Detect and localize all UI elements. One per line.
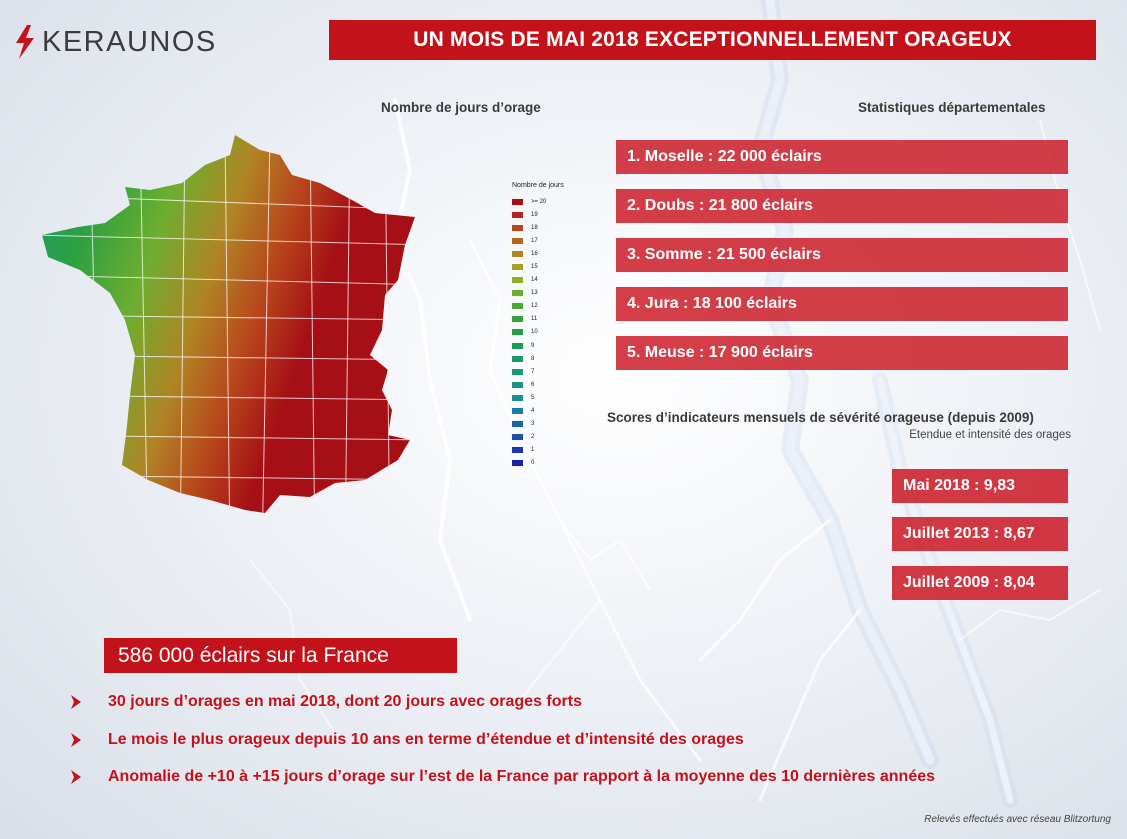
legend-item: 9 <box>512 339 572 352</box>
footer-credit: Relevés effectués avec réseau Blitzortun… <box>924 814 1111 825</box>
scores-subheading: Etendue et intensité des orages <box>909 429 1071 441</box>
legend-item: 15 <box>512 260 572 273</box>
department-stat-1: 1. Moselle : 22 000 éclairs <box>616 140 1068 174</box>
legend-item: 18 <box>512 221 572 234</box>
legend-swatch <box>512 264 523 271</box>
legend-label: 17 <box>531 237 538 244</box>
legend-swatch <box>512 224 523 231</box>
legend-item: 10 <box>512 326 572 339</box>
legend-item: 0 <box>512 457 572 470</box>
legend-label: 16 <box>531 250 538 257</box>
legend-item: 16 <box>512 247 572 260</box>
legend-item: 2 <box>512 431 572 444</box>
legend-swatch <box>512 290 523 297</box>
legend-label: 14 <box>531 277 538 284</box>
legend-label: 8 <box>531 355 535 362</box>
departments-heading: Statistiques départementales <box>858 100 1046 115</box>
bullet-text-1: 30 jours d’orages en mai 2018, dont 20 j… <box>108 693 582 710</box>
logo-text: KERAUNOS <box>42 25 217 58</box>
legend-item: 1 <box>512 444 572 457</box>
legend-swatch <box>512 211 523 218</box>
legend-label: 4 <box>531 408 535 415</box>
legend-item: 4 <box>512 405 572 418</box>
legend-swatch <box>512 394 523 401</box>
legend-label: 6 <box>531 381 535 388</box>
legend-label: 13 <box>531 290 538 297</box>
map-heading: Nombre de jours d’orage <box>381 100 541 115</box>
legend-swatch <box>512 421 523 428</box>
legend-label: 15 <box>531 264 538 271</box>
arrow-bullet-icon <box>71 770 81 784</box>
legend-item: 17 <box>512 234 572 247</box>
legend-swatch <box>512 408 523 415</box>
score-mai-2018: Mai 2018 : 9,83 <box>892 469 1068 503</box>
department-stat-3: 3. Somme : 21 500 éclairs <box>616 238 1068 272</box>
bullet-item-1: 30 jours d’orages en mai 2018, dont 20 j… <box>68 693 582 711</box>
legend-swatch <box>512 250 523 257</box>
score-juillet-2013: Juillet 2013 : 8,67 <box>892 517 1068 551</box>
legend-item: 11 <box>512 313 572 326</box>
map-legend: Nombre de jours >= 20 19 18 17 16 15 14 13 12 11 1… <box>512 182 572 470</box>
legend-item: 8 <box>512 352 572 365</box>
legend-item: 14 <box>512 274 572 287</box>
arrow-bullet-icon <box>71 695 81 709</box>
lightning-bolt-icon <box>16 25 34 59</box>
legend-label: 0 <box>531 460 535 467</box>
bullet-text-3: Anomalie de +10 à +15 jours d’orage sur … <box>108 768 936 785</box>
legend-item: 12 <box>512 300 572 313</box>
total-lightning-banner: 586 000 éclairs sur la France <box>104 638 457 673</box>
legend-item: 6 <box>512 378 572 391</box>
legend-label: 12 <box>531 303 538 310</box>
legend-swatch <box>512 198 523 205</box>
legend-label: 9 <box>531 342 535 349</box>
legend-label: 18 <box>531 224 538 231</box>
legend-item: 13 <box>512 287 572 300</box>
department-stat-4: 4. Jura : 18 100 éclairs <box>616 287 1068 321</box>
legend-title: Nombre de jours <box>512 182 564 189</box>
legend-swatch <box>512 342 523 349</box>
legend-swatch <box>512 237 523 244</box>
scores-heading: Scores d’indicateurs mensuels de sévérit… <box>607 410 1034 425</box>
legend-swatch <box>512 355 523 362</box>
legend-swatch <box>512 447 523 454</box>
legend-label: 7 <box>531 368 535 375</box>
department-stat-5: 5. Meuse : 17 900 éclairs <box>616 336 1068 370</box>
page-title: UN MOIS DE MAI 2018 EXCEPTIONNELLEMENT O… <box>329 20 1096 60</box>
legend-item: 3 <box>512 418 572 431</box>
keraunos-logo: KERAUNOS <box>14 22 217 62</box>
legend-label: 2 <box>531 434 535 441</box>
france-thunderstorm-map <box>42 135 415 513</box>
bullet-item-2: Le mois le plus orageux depuis 10 ans en… <box>68 731 744 749</box>
legend-swatch <box>512 316 523 323</box>
bullet-item-3: Anomalie de +10 à +15 jours d’orage sur … <box>68 768 935 786</box>
legend-item: >= 20 <box>512 195 572 208</box>
bullet-text-2: Le mois le plus orageux depuis 10 ans en… <box>108 731 744 748</box>
legend-item: 19 <box>512 208 572 221</box>
legend-swatch <box>512 303 523 310</box>
legend-swatch <box>512 434 523 441</box>
score-juillet-2009: Juillet 2009 : 8,04 <box>892 566 1068 600</box>
legend-label: 11 <box>531 316 538 323</box>
legend-swatch <box>512 381 523 388</box>
legend-label: 3 <box>531 421 535 428</box>
legend-item: 5 <box>512 391 572 404</box>
legend-swatch <box>512 329 523 336</box>
legend-swatch <box>512 460 523 467</box>
legend-label: >= 20 <box>531 198 547 205</box>
department-stat-2: 2. Doubs : 21 800 éclairs <box>616 189 1068 223</box>
arrow-bullet-icon <box>71 733 81 747</box>
legend-swatch <box>512 277 523 284</box>
legend-label: 19 <box>531 211 538 218</box>
legend-swatch <box>512 368 523 375</box>
legend-label: 10 <box>531 329 538 336</box>
legend-label: 5 <box>531 394 535 401</box>
legend-item: 7 <box>512 365 572 378</box>
legend-label: 1 <box>531 447 535 454</box>
